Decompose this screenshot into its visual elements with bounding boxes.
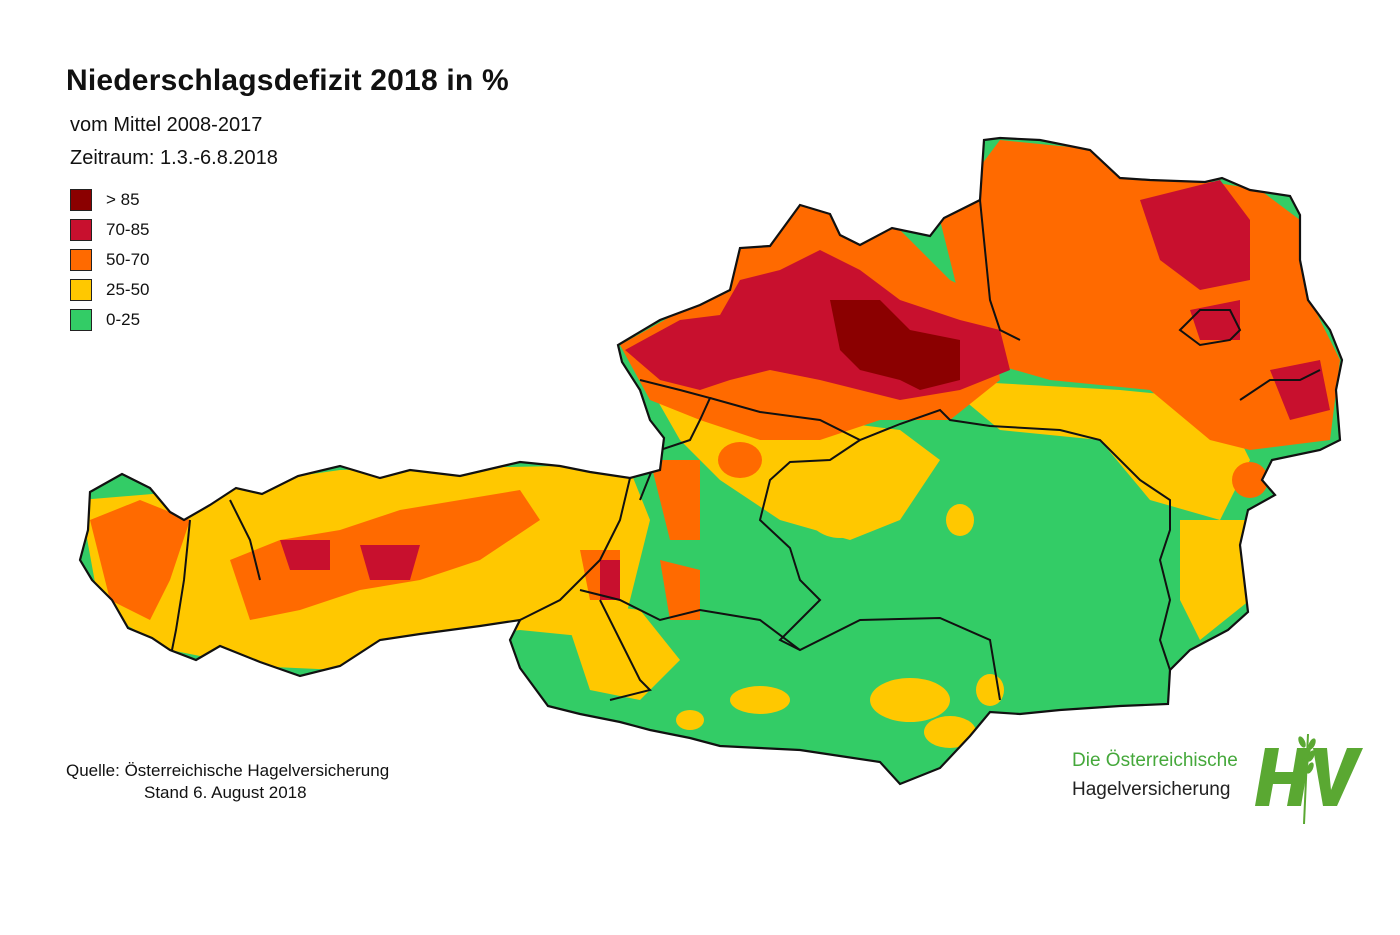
source-note: Quelle: Österreichische Hagelversicherun…	[66, 760, 389, 804]
legend-item: 50-70	[70, 245, 149, 275]
legend-swatch	[70, 249, 92, 271]
map-title: Niederschlagsdefizit 2018 in %	[66, 64, 509, 97]
legend-item: > 85	[70, 185, 149, 215]
hv-logo-icon	[1255, 734, 1363, 824]
legend-swatch	[70, 279, 92, 301]
source-date: Stand 6. August 2018	[144, 783, 307, 802]
legend-item: 70-85	[70, 215, 149, 245]
legend-swatch	[70, 189, 92, 211]
brand-name: Die Österreichische Hagelversicherung	[1072, 746, 1238, 804]
source-line: Quelle: Österreichische Hagelversicherun…	[66, 761, 390, 780]
legend-label: > 85	[106, 190, 140, 209]
legend-swatch	[70, 309, 92, 331]
legend: > 85 70-85 50-70 25-50 0-25	[70, 185, 149, 335]
legend-item: 0-25	[70, 305, 149, 335]
brand-line-2: Hagelversicherung	[1072, 779, 1231, 800]
legend-label: 25-50	[106, 280, 150, 299]
legend-swatch	[70, 219, 92, 241]
brand-line-1: Die Österreichische	[1072, 750, 1238, 771]
legend-item: 25-50	[70, 275, 149, 305]
map-subtitle-period: Zeitraum: 1.3.-6.8.2018	[70, 147, 278, 169]
map-subtitle-reference: vom Mittel 2008-2017	[70, 114, 263, 136]
legend-label: 50-70	[106, 250, 150, 269]
legend-label: 70-85	[106, 220, 150, 239]
legend-label: 0-25	[106, 310, 141, 329]
